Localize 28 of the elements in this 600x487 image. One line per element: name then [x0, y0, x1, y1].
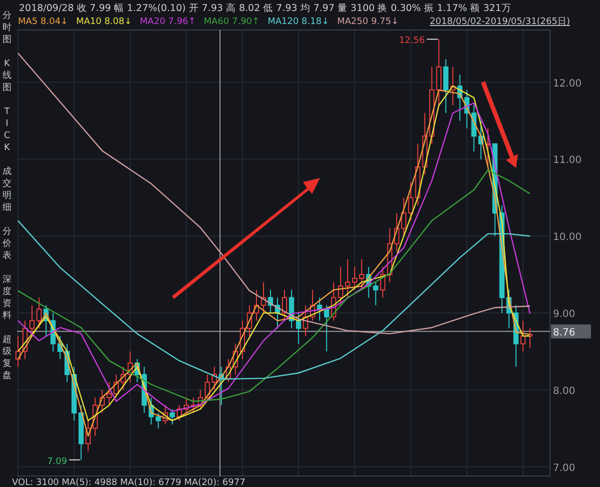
- text: VOL: 3100 MA(5): 4988 MA(10): 6779 MA(20): 6977: [12, 478, 246, 487]
- text: 超级复盘: [2, 334, 12, 381]
- chart-title: 2018/09/28 收 7.99 幅 1.27%(0.10) 开 7.93 高 8.02 低 7.93 均 7.97 量 3100 换 0.30% 振 1.17% 额 321万: [19, 2, 512, 14]
- line-series: [17, 220, 531, 380]
- text: TICK: [3, 107, 12, 153]
- ref-line-label: 8.76: [553, 327, 576, 338]
- text: K线图: [2, 59, 12, 93]
- text: 分时图: [2, 10, 12, 45]
- text: 2018/05/02-2019/05/31(265日): [430, 17, 570, 27]
- text: 深度资料: [2, 274, 12, 321]
- y-tick-label: 10.00: [553, 232, 582, 244]
- text: MA20 7.96↑: [140, 17, 196, 27]
- text: MA10 8.08↓: [76, 17, 132, 27]
- y-tick-label: 8.00: [553, 386, 576, 397]
- annotation: 12.56: [399, 36, 426, 46]
- line-series: [17, 52, 531, 334]
- text: MA250 9.75↓: [337, 17, 399, 27]
- text: 成交明细: [2, 166, 12, 213]
- text: MA60 7.90↑: [204, 17, 260, 27]
- y-tick-label: 12.00: [553, 78, 582, 90]
- text: 分价表: [2, 226, 12, 261]
- text: MA120 8.18↓: [268, 17, 330, 27]
- annotation: 7.09: [47, 456, 68, 467]
- y-tick-label: 7.00: [553, 462, 576, 474]
- y-tick-label: 9.00: [553, 308, 576, 320]
- line-series: [17, 169, 531, 402]
- text: MA5 8.04↓: [18, 17, 68, 27]
- y-tick-label: 11.00: [553, 155, 582, 166]
